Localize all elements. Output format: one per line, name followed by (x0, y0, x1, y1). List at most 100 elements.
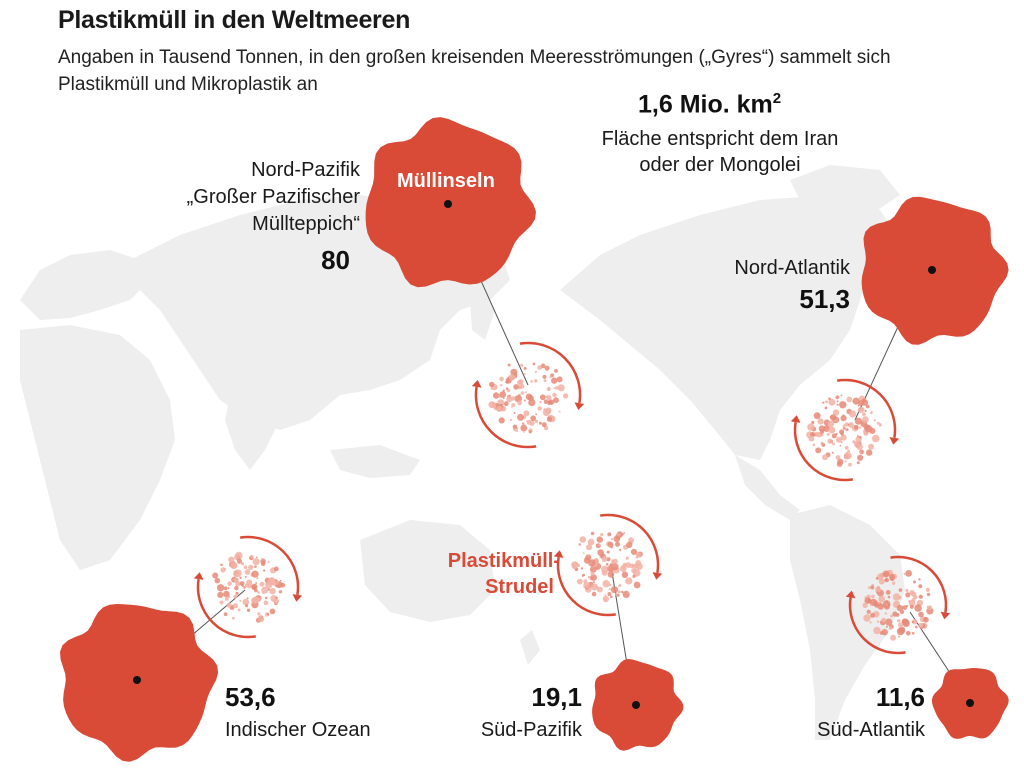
particle (822, 454, 829, 461)
gyre-arrow-arc (600, 513, 660, 573)
particle (505, 380, 508, 384)
particle (909, 604, 914, 609)
particle (827, 438, 833, 444)
particle (543, 379, 547, 383)
particle (868, 443, 875, 450)
nord-atlantik-value: 51,3 (799, 284, 850, 314)
particle (219, 600, 224, 605)
particle (898, 635, 901, 638)
particle (613, 535, 621, 543)
particle (242, 598, 250, 606)
particle (844, 460, 847, 463)
nord-pazifik-label-line3: Müllteppich“ (252, 213, 360, 235)
gyre-arrow-head (845, 590, 856, 599)
particle (906, 631, 911, 636)
particle (520, 363, 524, 367)
particle (885, 625, 888, 628)
particle (267, 588, 270, 591)
particle (553, 387, 556, 389)
particle (596, 536, 603, 543)
particle (589, 563, 592, 565)
particle (587, 575, 591, 579)
particle (274, 581, 279, 586)
page-title: Plastikmüll in den Weltmeeren (58, 6, 411, 34)
gyre-arrow-head (652, 572, 663, 580)
particle (864, 409, 867, 413)
particle (492, 392, 500, 399)
particle (810, 432, 816, 437)
particle (280, 582, 286, 588)
particle (590, 574, 597, 581)
particle (606, 557, 611, 562)
particle (884, 579, 888, 582)
particle (607, 541, 614, 548)
particle (918, 578, 921, 581)
particle (223, 567, 227, 571)
particle (827, 420, 835, 428)
particle (891, 581, 896, 585)
particle (552, 392, 557, 398)
particle (862, 416, 869, 423)
particle (868, 426, 871, 428)
particle (878, 595, 885, 603)
particle (500, 404, 503, 406)
sued-atlantik-label: Süd-Atlantik (817, 719, 925, 741)
nord-pazifik-label-line1: Nord-Pazifik (251, 159, 360, 181)
particle (632, 569, 641, 577)
particle (897, 619, 901, 623)
particle (544, 365, 550, 371)
particle (520, 424, 528, 432)
particle (812, 443, 816, 447)
area-unit-superscript: 2 (772, 90, 782, 107)
particle (275, 596, 278, 599)
particle (228, 556, 235, 563)
particle (250, 554, 254, 559)
particle (255, 556, 258, 559)
particle (273, 598, 280, 604)
particle (543, 399, 549, 405)
area-value: 1,6 Mio. km2 (638, 90, 781, 119)
particle (223, 612, 228, 617)
sued-pazifik-value: 19,1 (531, 682, 582, 712)
particle (266, 612, 270, 616)
particle (244, 569, 251, 575)
particle (633, 581, 641, 589)
particle (871, 594, 875, 599)
particle (835, 455, 841, 460)
particle (260, 561, 266, 566)
particle (625, 577, 633, 585)
particle (539, 394, 546, 401)
particle (526, 420, 529, 423)
particle (261, 586, 269, 594)
particle (901, 619, 908, 625)
particle (918, 584, 923, 589)
particle (601, 565, 609, 574)
particle (875, 577, 879, 580)
particle (261, 557, 264, 560)
strudel-label-line2: Strudel (485, 576, 554, 598)
particle (546, 416, 553, 422)
gyre-sued-pazifik (553, 513, 663, 617)
particle (831, 433, 837, 439)
particle (876, 591, 879, 594)
particle (898, 595, 902, 600)
particle (507, 363, 511, 367)
particle (279, 579, 282, 582)
particle (840, 415, 847, 422)
particle (905, 588, 909, 593)
particle (244, 575, 247, 578)
particle (235, 581, 241, 587)
particle (499, 376, 504, 382)
particle (511, 406, 513, 408)
particle (258, 616, 265, 623)
particle (847, 449, 850, 453)
particle (508, 373, 516, 381)
particle (522, 422, 525, 425)
subtitle: Angaben in Tausend Tonnen, in den großen… (58, 47, 891, 95)
particle (618, 584, 622, 587)
nord-pazifik-value: 80 (321, 245, 350, 275)
particle (520, 391, 525, 395)
particle (821, 443, 826, 447)
indischer-ozean-label: Indischer Ozean (225, 719, 371, 741)
particle (239, 581, 245, 586)
